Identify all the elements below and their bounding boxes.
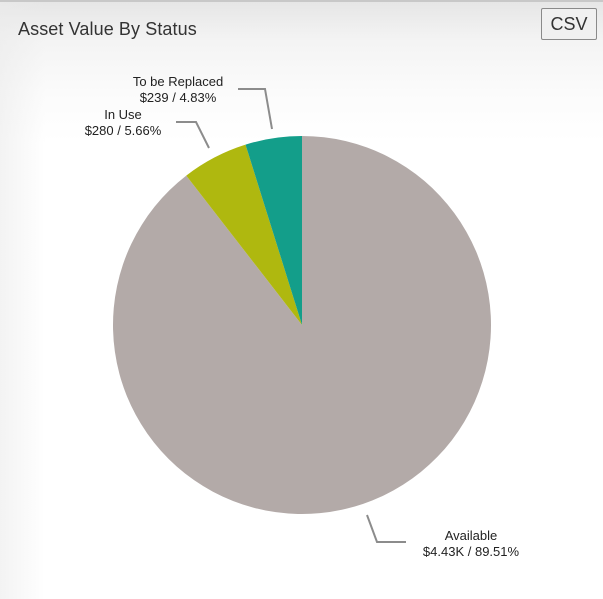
pie-slices: [113, 136, 492, 514]
leader-line-in-use: [176, 121, 210, 149]
label-name: Available: [445, 528, 498, 543]
leader-line-to-be-replaced: [238, 88, 273, 130]
data-label-available: Available $4.43K / 89.51%: [423, 528, 520, 559]
csv-export-button[interactable]: CSV: [541, 8, 597, 40]
pie-slice-in-use[interactable]: [186, 144, 302, 325]
leader-line-available: [366, 514, 406, 543]
data-label-to-be-replaced: To be Replaced $239 / 4.83%: [133, 74, 223, 105]
label-value: $280 / 5.66%: [85, 123, 162, 138]
label-name: In Use: [104, 107, 142, 122]
data-label-in-use: In Use $280 / 5.66%: [85, 107, 162, 138]
chart-title: Asset Value By Status: [18, 19, 197, 39]
label-value: $239 / 4.83%: [140, 90, 217, 105]
pie-slice-to-be-replaced[interactable]: [245, 136, 302, 325]
label-value: $4.43K / 89.51%: [423, 544, 520, 559]
label-name: To be Replaced: [133, 74, 223, 89]
